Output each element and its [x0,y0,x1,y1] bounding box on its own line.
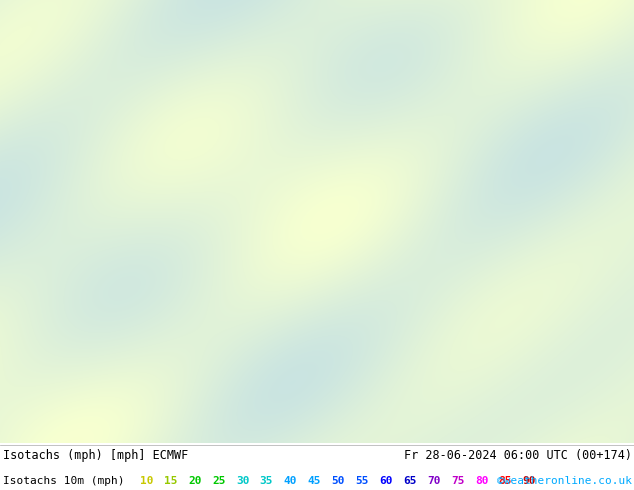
Text: 10: 10 [140,476,154,486]
Text: 70: 70 [427,476,441,486]
Text: 75: 75 [451,476,465,486]
Text: 30: 30 [236,476,249,486]
Text: 55: 55 [356,476,369,486]
Text: 25: 25 [212,476,226,486]
Text: Isotachs 10m (mph): Isotachs 10m (mph) [3,476,125,486]
Text: 80: 80 [475,476,488,486]
Text: 45: 45 [307,476,321,486]
Text: 50: 50 [332,476,345,486]
Text: 40: 40 [283,476,297,486]
Text: ©weatheronline.co.uk: ©weatheronline.co.uk [497,476,632,486]
Text: 85: 85 [499,476,512,486]
Text: 35: 35 [260,476,273,486]
Text: 20: 20 [188,476,202,486]
Text: 65: 65 [403,476,417,486]
Text: Fr 28-06-2024 06:00 UTC (00+174): Fr 28-06-2024 06:00 UTC (00+174) [404,449,632,462]
Text: 90: 90 [522,476,536,486]
Text: 60: 60 [379,476,393,486]
Text: Isotachs (mph) [mph] ECMWF: Isotachs (mph) [mph] ECMWF [3,449,188,462]
Text: 15: 15 [164,476,178,486]
